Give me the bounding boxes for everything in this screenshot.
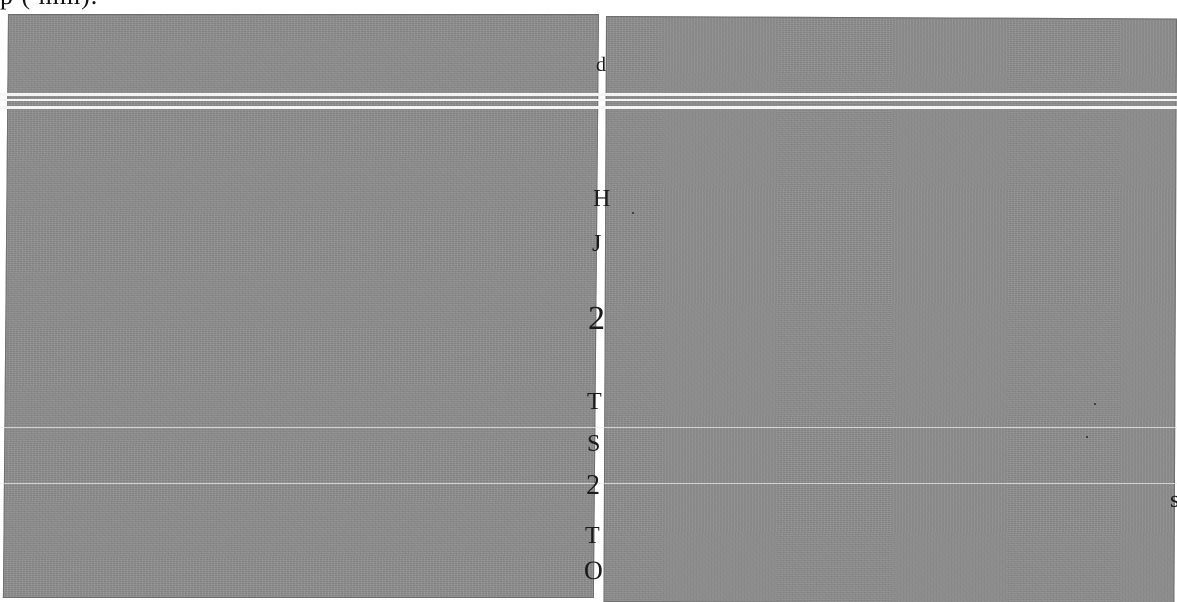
scan-line bbox=[0, 93, 1177, 96]
scan-line bbox=[0, 99, 1177, 101]
right-edge-character: s bbox=[1170, 487, 1177, 513]
scan-line bbox=[0, 106, 1177, 109]
right-scan-panel bbox=[603, 16, 1177, 602]
scan-speck bbox=[1094, 403, 1096, 405]
gutter-character: d bbox=[596, 54, 606, 76]
gutter-character: 2 bbox=[586, 470, 600, 501]
scan-speck bbox=[1086, 436, 1088, 438]
gutter-character: 2 bbox=[588, 300, 605, 337]
gutter-character: T bbox=[585, 523, 600, 549]
gutter-character: J bbox=[592, 231, 602, 257]
gutter-character: T bbox=[587, 389, 602, 415]
scan-speck bbox=[632, 212, 634, 214]
gutter-character: H bbox=[593, 186, 611, 212]
faint-scan-line bbox=[0, 427, 1177, 428]
left-scan-panel bbox=[2, 14, 599, 599]
page-top-text: p ( mm). bbox=[0, 0, 98, 9]
gutter-character: O bbox=[584, 556, 603, 585]
faint-scan-line bbox=[0, 483, 1177, 484]
gutter-character: S bbox=[587, 431, 601, 457]
